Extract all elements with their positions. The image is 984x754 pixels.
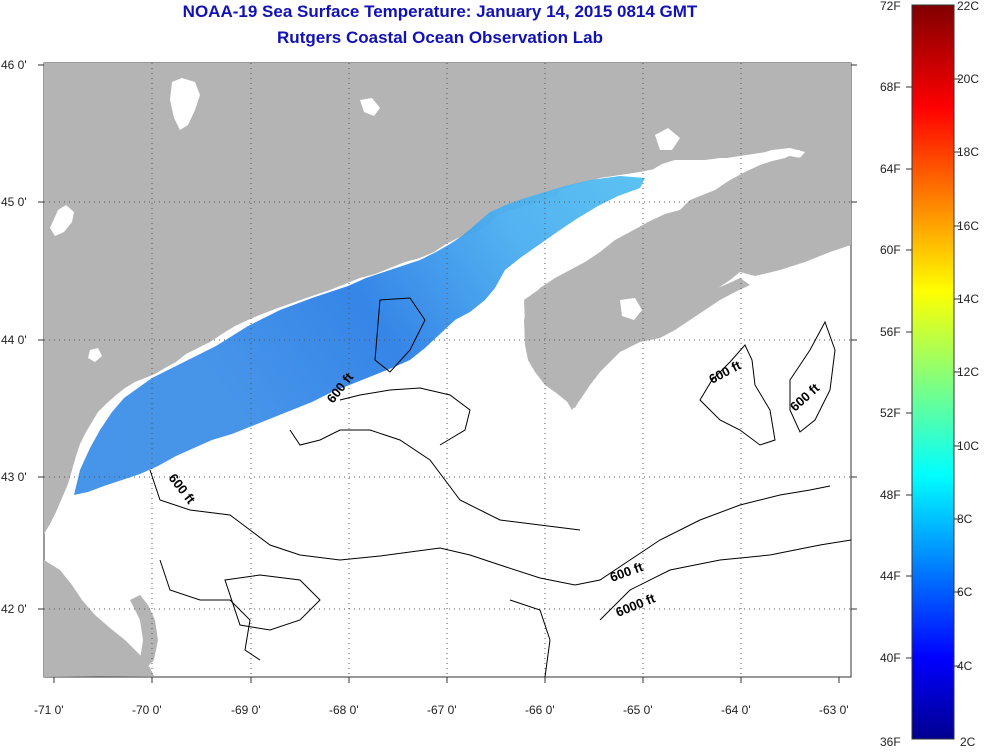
lon-label-66: -66 0' — [525, 703, 555, 717]
cb-c-6: 6C — [957, 585, 973, 599]
cb-f-56: 56F — [880, 325, 901, 339]
lon-label-65: -65 0' — [623, 703, 653, 717]
cb-f-36: 36F — [880, 735, 901, 749]
cb-f-52: 52F — [880, 406, 901, 420]
title-line-2: Rutgers Coastal Ocean Observation Lab — [277, 28, 603, 47]
land-maine-nb — [44, 63, 851, 534]
cb-f-40: 40F — [880, 651, 901, 665]
lon-label-71: -71 0' — [34, 703, 64, 717]
inland-lakes — [50, 78, 680, 362]
colorbar-gradient — [911, 4, 955, 740]
lon-label-63: -63 0' — [819, 703, 849, 717]
cb-f-48: 48F — [880, 488, 901, 502]
lon-label-68: -68 0' — [329, 703, 359, 717]
cb-f-68: 68F — [880, 80, 901, 94]
cb-c-14: 14C — [957, 292, 979, 306]
cb-f-64: 64F — [880, 162, 901, 176]
cb-c-10: 10C — [957, 439, 979, 453]
cb-f-72: 72F — [880, 0, 901, 13]
cb-c-22: 22C — [957, 0, 979, 13]
lon-label-67: -67 0' — [427, 703, 457, 717]
cb-c-8: 8C — [957, 512, 973, 526]
colorbar-ticks-c — [954, 78, 960, 667]
cb-c-12: 12C — [957, 365, 979, 379]
cb-c-2: 2C — [960, 735, 976, 749]
cb-c-18: 18C — [957, 145, 979, 159]
title-line-1: NOAA-19 Sea Surface Temperature: January… — [182, 2, 698, 21]
bathymetry-contours — [149, 297, 852, 678]
cb-c-20: 20C — [957, 72, 979, 86]
cb-f-44: 44F — [880, 569, 901, 583]
cb-c-16: 16C — [957, 219, 979, 233]
lat-label-42: 42 0' — [1, 602, 27, 616]
lon-label-64: -64 0' — [721, 703, 751, 717]
land-nova-scotia — [524, 156, 851, 408]
lon-label-69: -69 0' — [231, 703, 261, 717]
lat-ticks — [38, 64, 857, 610]
land-cape-cod — [44, 560, 154, 677]
lat-label-43: 43 0' — [1, 470, 27, 484]
cb-f-60: 60F — [880, 243, 901, 257]
lon-label-70: -70 0' — [132, 703, 162, 717]
lat-label-46: 46 0' — [1, 58, 27, 72]
lat-label-44: 44 0' — [1, 333, 27, 347]
cb-c-4: 4C — [957, 659, 973, 673]
lon-ticks — [53, 677, 840, 683]
sst-swath — [74, 176, 645, 495]
lat-label-45: 45 0' — [1, 195, 27, 209]
colorbar-ticks-f — [906, 86, 912, 659]
